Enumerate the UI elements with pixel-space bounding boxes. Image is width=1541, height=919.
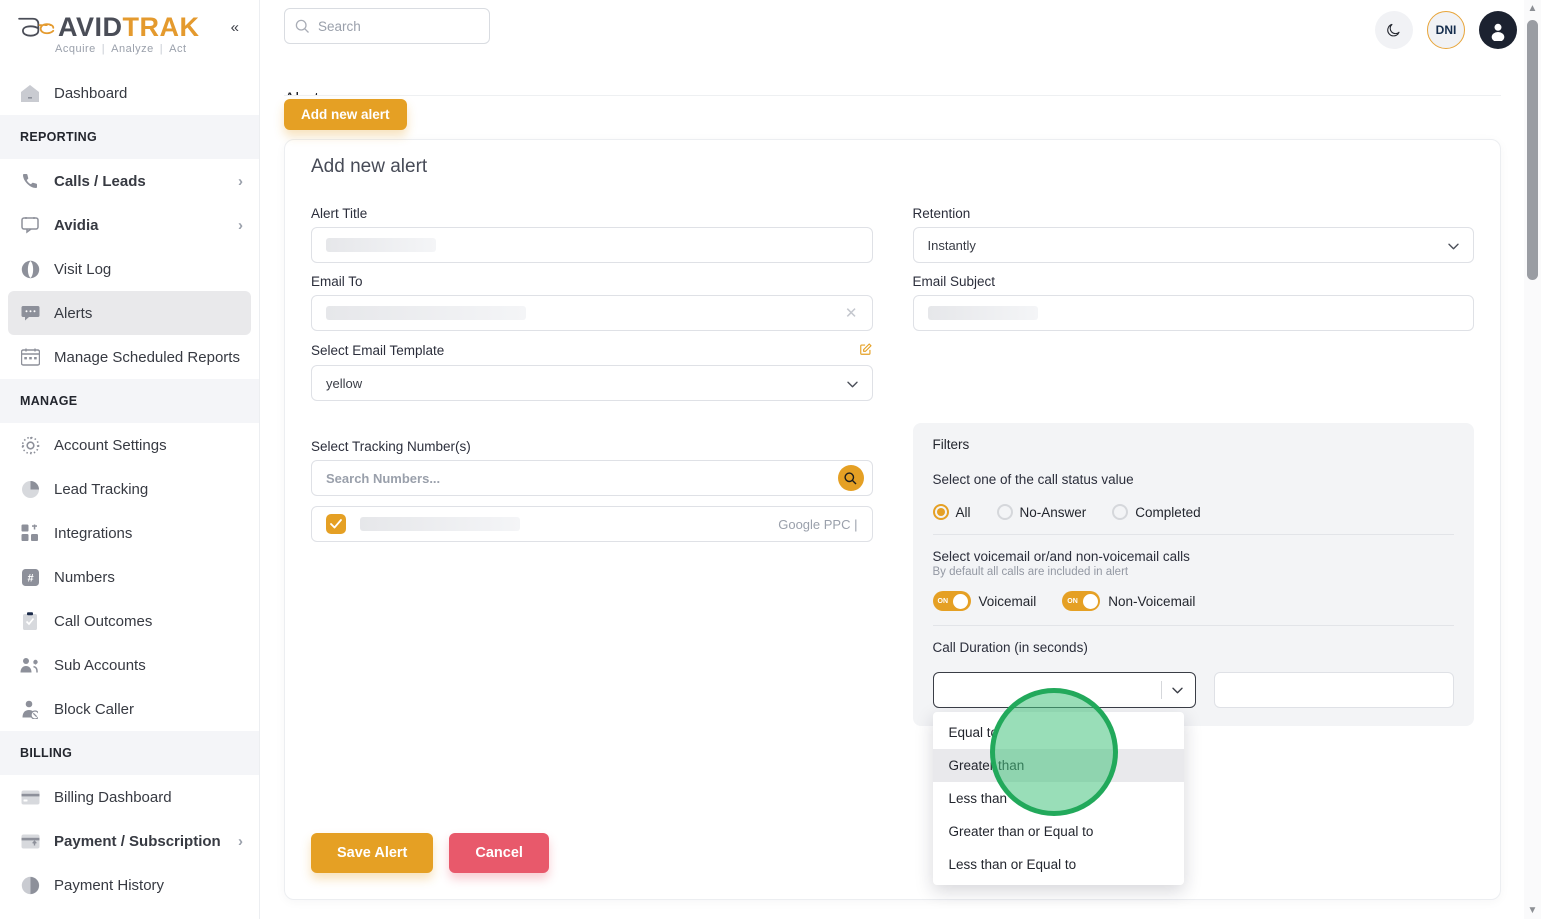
svg-text:#: # — [27, 572, 33, 584]
